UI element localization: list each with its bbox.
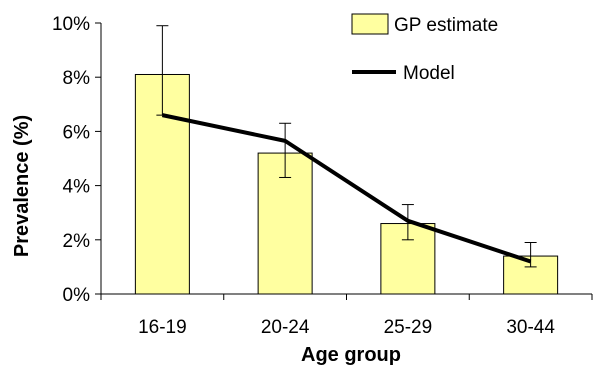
x-tick-label-20-24: 20-24 xyxy=(261,317,310,338)
y-tick-label: 4% xyxy=(63,177,91,198)
error-bars-layer xyxy=(156,25,537,268)
legend-swatch-gp-estimate xyxy=(351,13,389,35)
model-line xyxy=(161,113,532,264)
error-bar-30-44 xyxy=(524,242,537,268)
y-tick-label: 0% xyxy=(63,285,91,306)
legend-label-gp-estimate: GP estimate xyxy=(394,15,498,36)
bars-layer xyxy=(134,73,559,295)
y-tick-label: 10% xyxy=(52,14,90,35)
x-tick-label-16-19: 16-19 xyxy=(138,317,187,338)
x-tick-label-30-44: 30-44 xyxy=(506,317,555,338)
bar-30-44 xyxy=(503,255,559,295)
y-axis-title: Prevalence (%) xyxy=(11,115,33,257)
axes-layer: 0% 2% 4% 6% 8% 10% 16-19 20-24 25-29 30-44 xyxy=(52,14,593,338)
legend-label-model: Model xyxy=(403,63,455,84)
y-tick-label: 6% xyxy=(63,122,91,143)
error-bar-20-24 xyxy=(279,122,292,178)
y-tick-label: 2% xyxy=(63,231,91,252)
x-tick-label-25-29: 25-29 xyxy=(384,317,433,338)
x-axis-title: Age group xyxy=(301,344,401,366)
model-line-layer xyxy=(161,113,532,264)
y-tick-label: 8% xyxy=(63,68,91,89)
legend: GP estimate Model xyxy=(351,13,498,84)
